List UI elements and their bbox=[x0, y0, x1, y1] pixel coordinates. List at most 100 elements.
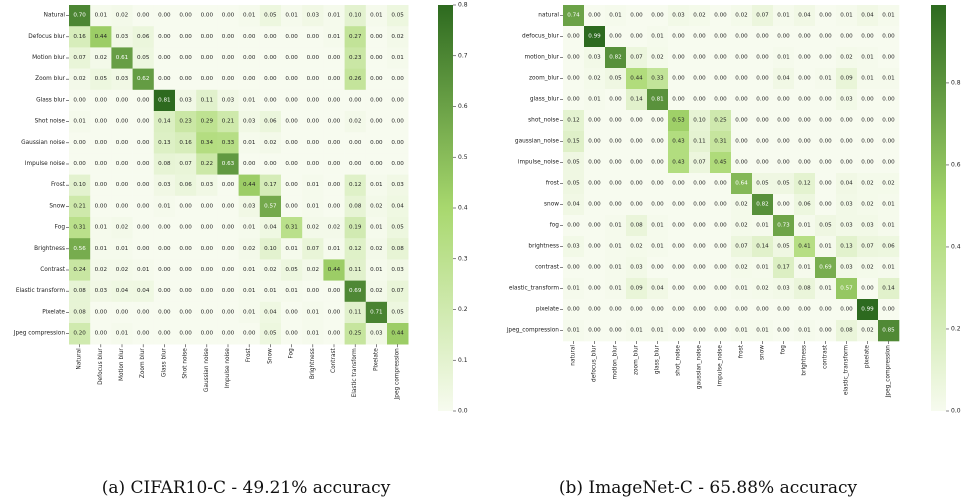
heatmap-cell bbox=[132, 174, 155, 197]
cell-value-label: 0.00 bbox=[116, 97, 129, 103]
heatmap-cell bbox=[111, 26, 133, 48]
cell-value-label: 0.01 bbox=[819, 286, 832, 292]
cell-value-label: 0.03 bbox=[201, 182, 214, 188]
cell-value-label: 0.00 bbox=[264, 161, 277, 167]
cell-value-label: 0.00 bbox=[567, 265, 580, 271]
cell-value-label: 0.00 bbox=[158, 331, 171, 337]
heatmap-cell bbox=[668, 26, 690, 48]
heatmap-cell bbox=[584, 5, 606, 27]
cell-value-label: 0.00 bbox=[798, 34, 811, 40]
cell-value-label: 0.08 bbox=[158, 161, 171, 167]
heatmap-cell bbox=[69, 47, 91, 69]
cell-value-label: 0.01 bbox=[735, 286, 748, 292]
cell-value-label: 0.53 bbox=[672, 118, 685, 124]
heatmap-cell bbox=[668, 299, 690, 321]
heatmap-cell bbox=[132, 280, 155, 303]
column-label: Pixelate bbox=[373, 348, 379, 371]
cell-value-label: 0.04 bbox=[137, 288, 150, 294]
heatmap-cell bbox=[878, 5, 900, 27]
column-label: Motion blur bbox=[119, 348, 125, 381]
heatmap-cell bbox=[344, 47, 367, 69]
cell-value-label: 0.00 bbox=[116, 119, 129, 125]
cell-value-label: 0.00 bbox=[693, 265, 706, 271]
cell-value-label: 0.00 bbox=[651, 13, 664, 19]
cell-value-label: 0.10 bbox=[693, 118, 706, 124]
cell-value-label: 0.00 bbox=[73, 161, 86, 167]
cell-value-label: 0.06 bbox=[137, 34, 150, 40]
cell-value-label: 0.00 bbox=[714, 307, 727, 313]
heatmap-cell bbox=[773, 173, 795, 195]
cell-value-label: 0.00 bbox=[693, 34, 706, 40]
heatmap-cell bbox=[196, 238, 218, 260]
cell-value-label: 0.01 bbox=[882, 265, 895, 271]
heatmap-cell bbox=[259, 195, 282, 218]
cell-value-label: 0.00 bbox=[222, 267, 235, 273]
cell-value-label: 0.00 bbox=[588, 181, 601, 187]
cell-value-label: 0.03 bbox=[840, 202, 853, 208]
heatmap-cell bbox=[259, 259, 282, 281]
heatmap-imagenetc: 0.74 0.00 0.01 0.00 0.00 0.03 0.02 0.00 0.02 0.07… bbox=[506, 5, 961, 415]
cell-value-label: 0.08 bbox=[73, 309, 86, 315]
heatmap-cell bbox=[668, 215, 690, 237]
row-label: brightness bbox=[528, 244, 559, 250]
column-label: motion_blur bbox=[613, 344, 619, 379]
cell-value-label: 0.07 bbox=[179, 161, 192, 167]
cell-value-label: 0.00 bbox=[264, 76, 277, 82]
heatmap-cell bbox=[773, 215, 795, 237]
heatmap-cell bbox=[605, 110, 627, 132]
cell-value-label: 0.00 bbox=[609, 118, 622, 124]
heatmap-cell bbox=[175, 89, 197, 112]
heatmap-cell bbox=[836, 131, 858, 153]
heatmap-cell bbox=[752, 131, 774, 153]
cell-value-label: 0.03 bbox=[630, 265, 643, 271]
heatmap-cell bbox=[111, 323, 133, 345]
heatmap-cell bbox=[387, 174, 409, 197]
cell-value-label: 0.00 bbox=[243, 76, 256, 82]
heatmap-cell bbox=[647, 131, 669, 153]
cell-value-label: 0.06 bbox=[179, 182, 192, 188]
heatmap-cell bbox=[794, 68, 816, 90]
heatmap-cell bbox=[69, 89, 91, 112]
heatmap-cell bbox=[153, 5, 176, 27]
heatmap-cell bbox=[794, 299, 816, 321]
cell-value-label: 0.00 bbox=[819, 55, 832, 61]
cell-value-label: 0.00 bbox=[756, 76, 769, 82]
cell-value-label: 0.00 bbox=[222, 331, 235, 337]
heatmap-cell bbox=[238, 89, 261, 112]
heatmap-cell bbox=[281, 111, 303, 133]
cell-value-label: 0.00 bbox=[179, 246, 192, 252]
heatmap-cell bbox=[815, 320, 837, 342]
heatmap-cell bbox=[365, 259, 388, 281]
cell-value-label: 0.63 bbox=[222, 161, 235, 167]
heatmap-cell bbox=[365, 280, 388, 303]
cell-value-label: 0.04 bbox=[840, 181, 853, 187]
colorbar-tick-label: 0.8 bbox=[951, 79, 961, 86]
heatmap-cell bbox=[815, 131, 837, 153]
heatmap-cell bbox=[794, 320, 816, 342]
heatmap-cell bbox=[836, 194, 858, 216]
heatmap-cell bbox=[111, 89, 133, 112]
heatmap-cell bbox=[196, 68, 218, 91]
cell-value-label: 0.00 bbox=[735, 76, 748, 82]
row-label: contrast bbox=[535, 265, 560, 271]
heatmap-cell bbox=[90, 323, 112, 345]
row-label: jpeg_compression bbox=[506, 328, 560, 334]
heatmap-cell bbox=[563, 152, 585, 174]
cell-value-label: 0.00 bbox=[307, 140, 320, 146]
heatmap-cell bbox=[836, 89, 858, 111]
cell-value-label: 0.16 bbox=[179, 140, 192, 146]
heatmap-cell bbox=[323, 280, 345, 303]
cell-value-label: 0.00 bbox=[798, 76, 811, 82]
heatmap-cell bbox=[175, 174, 197, 197]
cell-value-label: 0.69 bbox=[819, 265, 832, 271]
heatmap-cell bbox=[710, 68, 732, 90]
heatmap-cell bbox=[238, 238, 261, 260]
cell-value-label: 0.09 bbox=[630, 286, 643, 292]
cell-value-label: 0.00 bbox=[882, 118, 895, 124]
cell-value-label: 0.03 bbox=[588, 55, 601, 61]
heatmap-cell bbox=[217, 280, 239, 303]
cell-value-label: 0.22 bbox=[201, 161, 213, 167]
cell-value-label: 0.00 bbox=[179, 267, 192, 273]
heatmap-cell bbox=[259, 26, 282, 48]
cell-value-label: 0.00 bbox=[222, 76, 235, 82]
